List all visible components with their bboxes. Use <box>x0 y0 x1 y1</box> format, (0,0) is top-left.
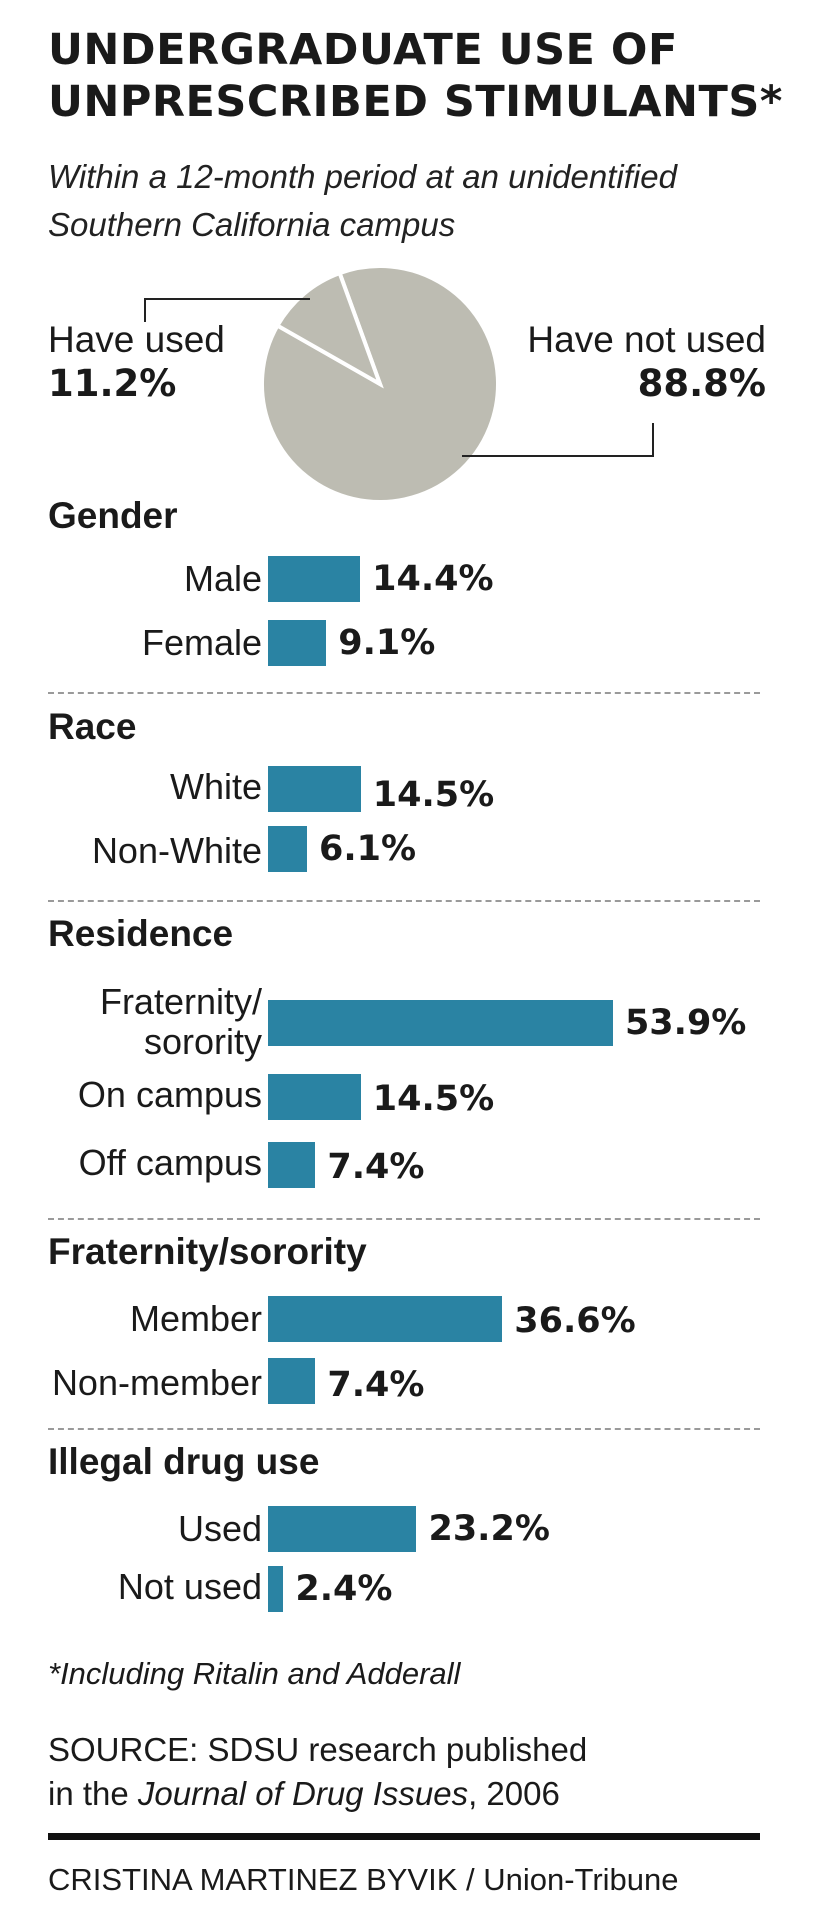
bar-fraternity-sorority <box>268 1000 613 1046</box>
section-title-illegal-drug-use: Illegal drug use <box>48 1441 320 1482</box>
section-divider <box>48 692 760 694</box>
bar-off-campus <box>268 1142 316 1188</box>
credit: CRISTINA MARTINEZ BYVIK / Union-Tribune <box>48 1862 679 1897</box>
chart-subtitle: Within a 12-month period at an unidentif… <box>48 158 677 243</box>
bar-label: On campus <box>77 1074 262 1115</box>
section-title-gender: Gender <box>48 495 178 536</box>
bar-label: Used <box>177 1508 262 1549</box>
section-divider <box>48 900 760 902</box>
leader-line-used <box>144 298 310 322</box>
source-line-1: SOURCE: SDSU research published <box>48 1731 588 1768</box>
bar-label: Off campus <box>78 1142 262 1183</box>
pie-value-not-used: 88.8% <box>637 362 766 405</box>
source-line-2-suffix: , 2006 <box>468 1775 560 1812</box>
bar-female <box>268 620 327 666</box>
source-journal: Journal of Drug Issues <box>137 1775 469 1812</box>
bar-label-fraternity-sorority: Fraternity/ sorority <box>100 982 262 1062</box>
section-divider <box>48 1218 760 1220</box>
bar-label: Member <box>129 1298 262 1339</box>
section-divider <box>48 1428 760 1430</box>
leader-line-not-used <box>462 423 654 457</box>
pie-value-used: 11.2% <box>48 362 177 405</box>
bar-value: 36.6% <box>514 1301 636 1341</box>
bar-value: 7.4% <box>327 1365 425 1405</box>
bar-label: Female <box>141 622 262 663</box>
footnote: *Including Ritalin and Adderall <box>48 1656 461 1691</box>
bar-label: Male <box>183 558 262 599</box>
bar-on-campus <box>268 1074 361 1120</box>
bar-label: Non-member <box>51 1362 262 1403</box>
bar-value: 14.4% <box>372 559 494 599</box>
bar-value: 14.5% <box>372 775 495 815</box>
pie-label-used-text: Have used <box>48 319 225 360</box>
bar-value: 9.1% <box>338 623 436 663</box>
bar-value: 23.2% <box>428 1509 550 1549</box>
section-title-race: Race <box>48 706 137 747</box>
section-title-residence: Residence <box>48 913 234 954</box>
bar-member <box>268 1296 503 1342</box>
pie-slice-used <box>274 270 384 389</box>
chart-title: UNDERGRADUATE USE OF UNPRESCRIBED STIMUL… <box>48 25 783 127</box>
bar-label: Not used <box>117 1566 262 1607</box>
bar-value: 14.5% <box>372 1079 495 1119</box>
pie-chart <box>144 264 654 504</box>
source-note: SOURCE: SDSU research published in the J… <box>48 1728 768 1816</box>
footer-rule <box>48 1833 760 1840</box>
section-title-fraternity-sorority: Fraternity/sorority <box>48 1231 367 1272</box>
bar-label-line: Fraternity/ <box>99 981 262 1022</box>
bar-label: White <box>169 766 262 807</box>
pie-label-not-used: Have not used 88.8% <box>527 318 766 406</box>
bar-not-used <box>268 1566 284 1612</box>
pie-label-used: Have used 11.2% <box>48 318 225 406</box>
pie-label-not-used-text: Have not used <box>527 319 766 360</box>
bar-value: 6.1% <box>319 829 417 869</box>
bar-used <box>268 1506 417 1552</box>
bar-value: 7.4% <box>327 1147 425 1187</box>
bar-label-line: sorority <box>143 1021 262 1062</box>
bar-non-white <box>268 826 308 872</box>
source-line-2-prefix: in the <box>48 1775 138 1812</box>
bar-non-member <box>268 1358 316 1404</box>
bar-white <box>268 766 361 812</box>
bar-male <box>268 556 361 602</box>
bar-label: Non-White <box>91 830 262 871</box>
bar-value: 2.4% <box>295 1569 393 1609</box>
bar-value: 53.9% <box>624 1003 747 1043</box>
